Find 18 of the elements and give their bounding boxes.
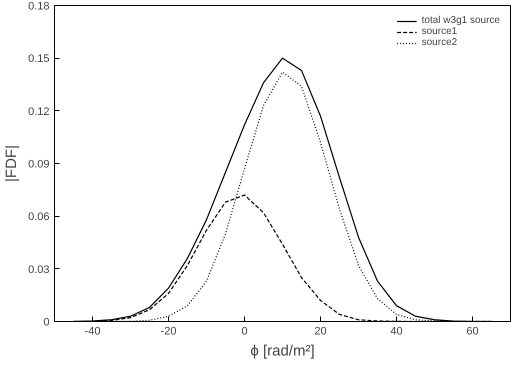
y-tick-label: 0.09 xyxy=(28,158,50,170)
y-tick-label: 0.12 xyxy=(28,106,50,118)
legend-label: source1 xyxy=(422,26,458,37)
x-tick-label: -20 xyxy=(160,326,176,338)
x-axis-title: ϕ [rad/m²] xyxy=(250,342,315,360)
y-tick-label: 0.06 xyxy=(28,211,50,224)
y-tick-label: 0.15 xyxy=(28,53,50,66)
y-tick-label: 0 xyxy=(43,316,50,328)
legend-label: source2 xyxy=(422,37,458,48)
y-tick-label: 0.03 xyxy=(28,264,50,276)
y-tick-label: 0.18 xyxy=(28,0,50,12)
x-tick-label: 0 xyxy=(241,326,248,338)
x-tick-label: 40 xyxy=(390,326,403,338)
x-tick-label: -40 xyxy=(84,326,100,338)
x-tick-label: 60 xyxy=(466,326,479,338)
y-axis-title: |FDF| xyxy=(3,145,20,182)
x-tick-label: 20 xyxy=(314,326,327,338)
legend-label: total w3g1 source xyxy=(422,15,500,26)
